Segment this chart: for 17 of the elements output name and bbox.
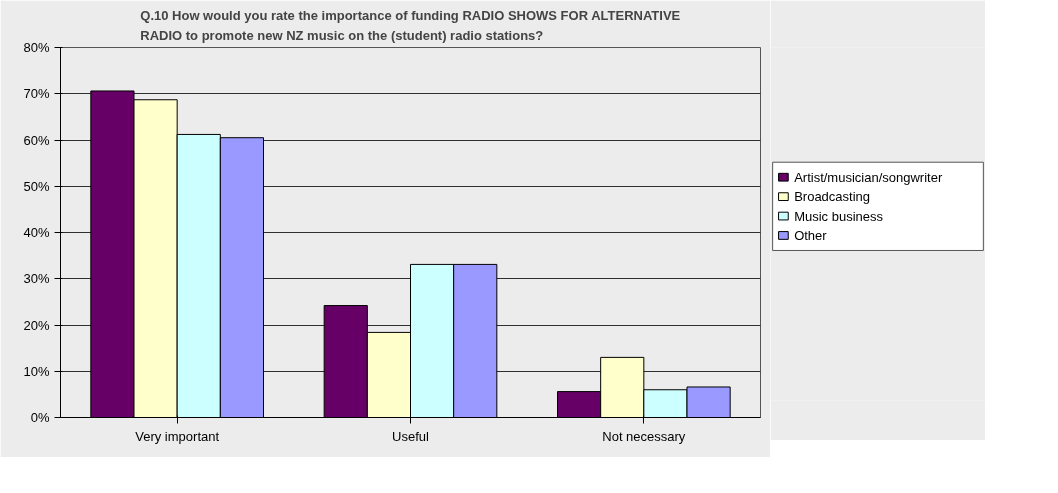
legend-label: Music business <box>794 208 884 224</box>
y-tick-label: 50% <box>23 178 50 194</box>
y-tick-label: 0% <box>30 410 50 425</box>
chart-title: Q.10 How would you rate the importance of funding RADIO SHOWS FOR ALTERNATIVE RADIO to promote new NZ music on the (student) radio stations? <box>140 8 681 43</box>
y-tick-label: 60% <box>23 132 50 148</box>
y-tick-label: 40% <box>23 225 50 240</box>
y-tick-label: 30% <box>23 271 50 287</box>
legend-label: Other <box>794 227 828 243</box>
x-tick-label: Not necessary <box>602 428 686 444</box>
legend-label: Broadcasting <box>794 189 871 205</box>
x-tick-label: Useful <box>392 428 430 444</box>
legend-label: Artist/musician/songwriter <box>794 169 943 185</box>
y-tick-label: 20% <box>23 317 50 333</box>
y-tick-label: 10% <box>23 363 50 379</box>
y-tick-label: 70% <box>23 86 50 102</box>
y-tick-label: 80% <box>23 40 50 55</box>
x-tick-label: Very important <box>135 428 220 444</box>
